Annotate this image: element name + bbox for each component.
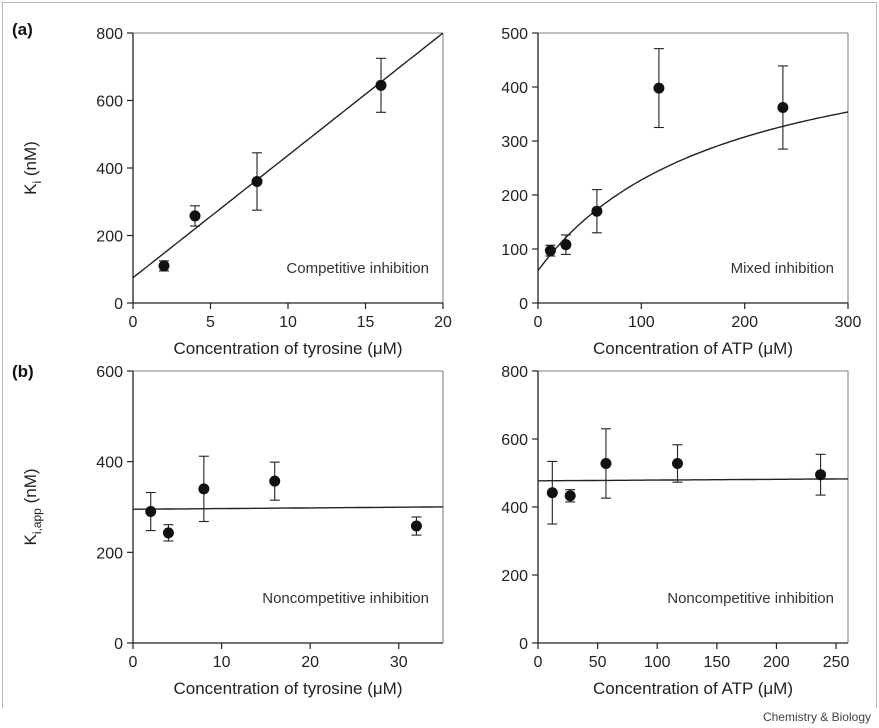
credit-text: Chemistry & Biology [762, 710, 871, 724]
chart-2-x-tick-label: 0 [129, 654, 138, 671]
chart-3-y-tick-label: 400 [501, 500, 528, 517]
panel-label-b: (b) [12, 362, 34, 381]
chart-0-x-tick-label: 5 [206, 314, 215, 331]
chart-1-fit-line [537, 111, 849, 272]
chart-3-annotation: Noncompetitive inhibition [667, 590, 834, 607]
chart-1-y-tick-label: 0 [519, 296, 528, 313]
chart-0-x-tick-label: 10 [279, 314, 297, 331]
chart-2-annotation: Noncompetitive inhibition [262, 590, 429, 607]
chart-1-data-point [560, 239, 572, 251]
chart-3-data-point [546, 487, 558, 499]
chart-2-data-point [269, 475, 281, 487]
chart-0-data-point [189, 210, 201, 222]
chart-1-y-tick-label: 100 [501, 242, 528, 259]
chart-0-data-point [158, 260, 170, 272]
chart-0-x-tick-label: 0 [129, 314, 138, 331]
chart-3-fit-line [538, 478, 848, 482]
chart-3-y-tick-label: 200 [501, 568, 528, 585]
chart-1-y-tick-label: 500 [501, 26, 528, 43]
chart-1-data-point [777, 102, 789, 114]
chart-1-x-tick-label: 0 [534, 314, 543, 331]
chart-3-x-tick-label: 0 [534, 654, 543, 671]
panel-label-a: (a) [12, 20, 33, 39]
chart-2-y-tick-label: 600 [96, 364, 123, 381]
chart-3-y-tick-label: 600 [501, 432, 528, 449]
chart-3-data-point [672, 457, 683, 469]
chart-0-y-label: Ki (nM) [21, 141, 44, 195]
chart-1-x-label: Concentration of ATP (μM) [593, 339, 793, 358]
chart-1-data-point [653, 82, 665, 94]
chart-0-y-tick-label: 400 [96, 161, 123, 178]
chart-1-annotation: Mixed inhibition [731, 260, 834, 277]
chart-3-y-tick-label: 800 [501, 364, 528, 381]
chart-2-y-tick-label: 200 [96, 545, 123, 562]
chart-3-x-tick-label: 150 [703, 654, 730, 671]
chart-3-x-tick-label: 100 [644, 654, 671, 671]
chart-1-data-point [591, 205, 603, 217]
figure-frame [2, 2, 877, 708]
chart-2-x-tick-label: 10 [213, 654, 231, 671]
chart-2-data-point [410, 520, 422, 532]
chart-2-x-tick-label: 20 [301, 654, 319, 671]
chart-2-x-label: Concentration of tyrosine (μM) [174, 679, 403, 698]
chart-2-fit-line [132, 506, 443, 510]
chart-0-y-tick-label: 800 [96, 26, 123, 43]
chart-1-x-tick-label: 100 [628, 314, 655, 331]
chart-2-y-label: Ki,app (nM) [21, 468, 44, 545]
chart-3-x-label: Concentration of ATP (μM) [593, 679, 793, 698]
chart-1-y-tick-label: 300 [501, 134, 528, 151]
chart-0-x-label: Concentration of tyrosine (μM) [174, 339, 403, 358]
chart-3-data-point [564, 490, 576, 502]
chart-0-fit-line [132, 32, 444, 279]
chart-1-x-tick-label: 200 [731, 314, 758, 331]
chart-2-data-point [198, 483, 210, 495]
chart-3-x-tick-label: 250 [823, 654, 850, 671]
chart-0-data-point [251, 176, 263, 187]
chart-3-x-tick-label: 200 [763, 654, 790, 671]
chart-0-annotation: Competitive inhibition [286, 260, 429, 277]
chart-3-x-tick-label: 50 [589, 654, 607, 671]
chart-2-data-point [145, 506, 157, 518]
chart-0-data-point [375, 79, 387, 91]
chart-0-y-tick-label: 0 [114, 296, 123, 313]
chart-2-data-point [162, 527, 174, 539]
chart-3-data-point [815, 469, 827, 481]
chart-3-y-tick-label: 0 [519, 636, 528, 653]
chart-0-y-tick-label: 200 [96, 229, 123, 246]
chart-3-data-point [600, 457, 612, 469]
chart-1-y-tick-label: 400 [501, 80, 528, 97]
chart-0-x-tick-label: 20 [434, 314, 452, 331]
chart-0-x-tick-label: 15 [357, 314, 375, 331]
chart-1-y-tick-label: 200 [501, 188, 528, 205]
chart-1-x-tick-label: 300 [835, 314, 862, 331]
chart-0-y-tick-label: 600 [96, 94, 123, 111]
chart-2-x-tick-label: 30 [390, 654, 408, 671]
chart-2-y-tick-label: 0 [114, 636, 123, 653]
chart-2-y-tick-label: 400 [96, 455, 123, 472]
chart-1-data-point [544, 245, 556, 257]
